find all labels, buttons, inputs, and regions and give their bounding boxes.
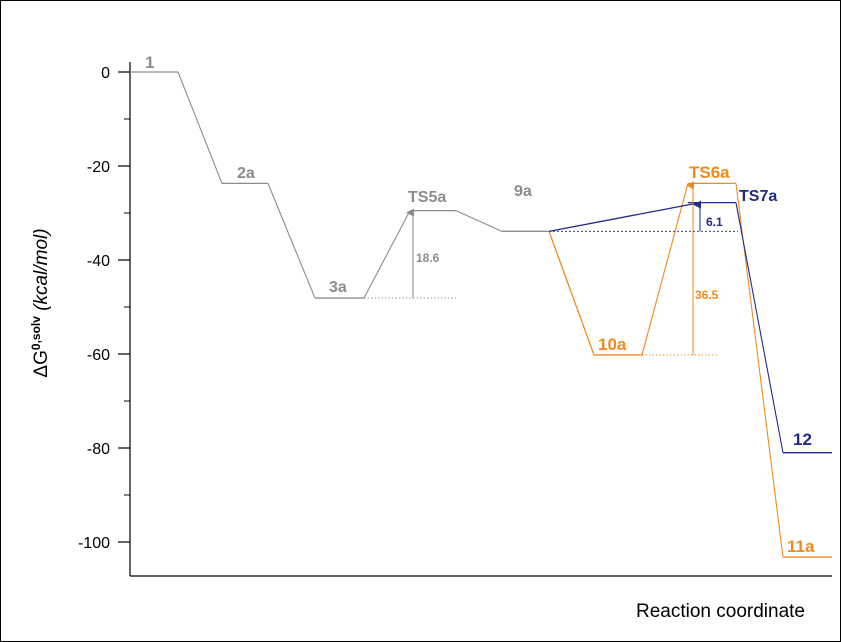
state-label-TS7a: TS7a xyxy=(739,188,777,205)
y-tick-label: -20 xyxy=(87,159,110,176)
barrier-label-6.1: 6.1 xyxy=(706,215,723,229)
y-tick-label: -100 xyxy=(78,535,110,552)
connector-1-2a xyxy=(177,71,223,184)
state-label-3a: 3a xyxy=(329,279,347,296)
y-axis-label-units: (kcal/mol) xyxy=(31,228,52,316)
barrier-guides: 18.6 36.5 6.1 xyxy=(364,181,738,356)
state-label-2a: 2a xyxy=(237,165,255,182)
y-tick-label: 0 xyxy=(101,65,110,82)
y-axis-label: ΔG0,solv (kcal/mol) xyxy=(29,228,52,377)
state-label-TS5a: TS5a xyxy=(408,189,446,206)
connector-10a-TS6a xyxy=(641,183,689,356)
connector-9a-TS7a xyxy=(548,202,701,232)
axes: 0 -20 -40 -60 -80 -100 xyxy=(78,62,832,577)
connector-2a-3a xyxy=(267,183,316,299)
connector-3a-TS5a xyxy=(363,210,411,299)
connector-TS5a-9a xyxy=(455,210,503,232)
y-ticks: 0 -20 -40 -60 -80 -100 xyxy=(78,65,130,552)
y-tick-label: -60 xyxy=(87,347,110,364)
y-axis-label-prefix: ΔG xyxy=(31,350,52,377)
state-label-9a: 9a xyxy=(514,183,532,200)
connector-9a-10a xyxy=(548,231,595,356)
state-labels: 1 2a 3a TS5a 9a 10a TS6a TS7a 12 11a xyxy=(145,53,815,556)
y-tick-label: -40 xyxy=(87,253,110,270)
x-axis-label: Reaction coordinate xyxy=(636,601,805,622)
y-axis-label-superscript: 0,solv xyxy=(29,316,43,350)
barrier-label-18.6: 18.6 xyxy=(416,251,440,265)
state-label-10a: 10a xyxy=(598,335,627,354)
state-label-1: 1 xyxy=(145,53,154,72)
state-label-11a: 11a xyxy=(787,537,815,556)
connector-TS7a-12 xyxy=(735,202,784,453)
energy-profile xyxy=(130,71,832,558)
state-label-TS6a: TS6a xyxy=(689,163,730,182)
barrier-label-36.5: 36.5 xyxy=(695,288,719,302)
state-label-12: 12 xyxy=(793,430,812,449)
y-tick-label: -80 xyxy=(87,441,110,458)
